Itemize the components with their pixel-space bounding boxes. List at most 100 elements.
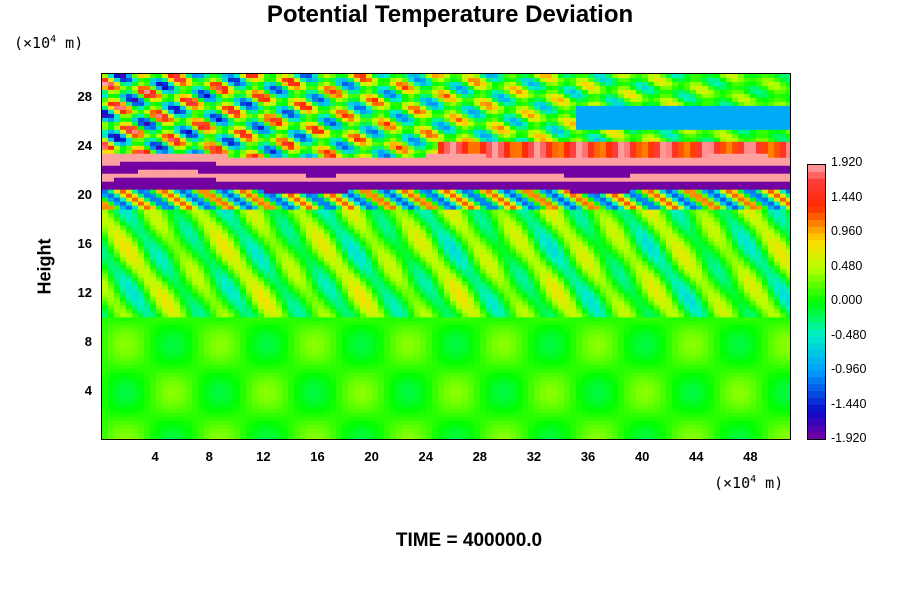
heatmap-cell [774, 133, 781, 139]
heatmap-cell [270, 145, 277, 151]
heatmap-cell [768, 149, 775, 155]
heatmap-cell [636, 229, 643, 235]
heatmap-cell [264, 245, 271, 251]
heatmap-cell [582, 125, 589, 131]
heatmap-cell [348, 189, 355, 195]
heatmap-cell [324, 89, 331, 95]
heatmap-cell [636, 209, 643, 215]
heatmap-cell [366, 205, 373, 211]
x-tick-label: 4 [151, 449, 159, 464]
heatmap-cell [174, 149, 181, 155]
heatmap-cell [234, 145, 241, 151]
heatmap-cell [768, 225, 775, 231]
heatmap-cell [624, 109, 631, 115]
heatmap-cell [336, 173, 343, 179]
heatmap-cell [696, 229, 703, 235]
heatmap-cell [690, 113, 697, 119]
heatmap-cell [768, 209, 775, 215]
heatmap-cell [684, 121, 691, 127]
heatmap-cell [156, 101, 163, 107]
heatmap-cell [612, 117, 619, 123]
heatmap-cell [186, 121, 193, 127]
heatmap-cell [516, 229, 523, 235]
heatmap-cell [306, 121, 313, 127]
heatmap-cell [708, 225, 715, 231]
heatmap-cell [258, 225, 265, 231]
heatmap-cell [210, 105, 217, 111]
heatmap-cell [192, 101, 199, 107]
heatmap-cell [654, 121, 661, 127]
heatmap-cell [636, 177, 643, 183]
heatmap-cell [546, 121, 553, 127]
heatmap-cell [528, 241, 535, 247]
heatmap-cell [192, 233, 199, 239]
heatmap-cell [558, 233, 565, 239]
heatmap-cell [360, 165, 367, 171]
heatmap-cell [702, 125, 709, 131]
heatmap-cell [534, 145, 541, 151]
heatmap-cell [534, 117, 541, 123]
heatmap-cell [780, 129, 787, 135]
heatmap-cell [246, 137, 253, 143]
heatmap-cell [528, 157, 535, 163]
heatmap-cell [546, 129, 553, 135]
heatmap-cell [504, 177, 511, 183]
heatmap-cell [738, 169, 745, 175]
heatmap-cell [492, 217, 499, 223]
heatmap-cell [516, 213, 523, 219]
heatmap-cell [606, 153, 613, 159]
heatmap-cell [132, 233, 139, 239]
heatmap-cell [216, 85, 223, 91]
heatmap-cell [132, 149, 139, 155]
heatmap-cell [690, 241, 697, 247]
heatmap-cell [696, 149, 703, 155]
heatmap-cell [480, 117, 487, 123]
heatmap-cell [720, 105, 727, 111]
heatmap-cell [264, 209, 271, 215]
heatmap-cell [150, 177, 157, 183]
heatmap-cell [666, 161, 673, 167]
heatmap-cell [420, 197, 427, 203]
heatmap-cell [366, 217, 373, 223]
heatmap-cell [624, 173, 631, 179]
heatmap-cell [156, 181, 163, 187]
heatmap-cell [726, 197, 733, 203]
heatmap-cell [246, 149, 253, 155]
heatmap-cell [264, 229, 271, 235]
heatmap-cell [276, 241, 283, 247]
heatmap-cell [228, 205, 235, 211]
heatmap-cell [114, 213, 121, 219]
heatmap-cell [528, 181, 535, 187]
heatmap-cell [768, 161, 775, 167]
heatmap-cell [240, 173, 247, 179]
heatmap-cell [438, 217, 445, 223]
heatmap-cell [564, 89, 571, 95]
heatmap-cell [474, 165, 481, 171]
heatmap-cell [648, 77, 655, 83]
heatmap-cell [606, 129, 613, 135]
heatmap-cell [324, 169, 331, 175]
heatmap-cell [420, 129, 427, 135]
heatmap-cell [462, 121, 469, 127]
heatmap-cell [120, 233, 127, 239]
heatmap-cell [618, 74, 625, 79]
heatmap-cell [558, 229, 565, 235]
heatmap-cell [540, 165, 547, 171]
heatmap-cell [600, 161, 607, 167]
heatmap-cell [108, 193, 115, 199]
heatmap-cell [354, 213, 361, 219]
heatmap-cell [768, 173, 775, 179]
heatmap-cell [564, 189, 571, 195]
heatmap-cell [762, 225, 769, 231]
heatmap-cell [660, 89, 667, 95]
heatmap-cell [192, 217, 199, 223]
heatmap-cell [714, 125, 721, 131]
heatmap-cell [204, 205, 211, 211]
heatmap-cell [576, 237, 583, 243]
heatmap-cell [510, 185, 517, 191]
heatmap-cell [192, 237, 199, 243]
heatmap-cell [774, 201, 781, 207]
heatmap-cell [732, 233, 739, 239]
heatmap-cell [606, 233, 613, 239]
heatmap-cell [162, 201, 169, 207]
